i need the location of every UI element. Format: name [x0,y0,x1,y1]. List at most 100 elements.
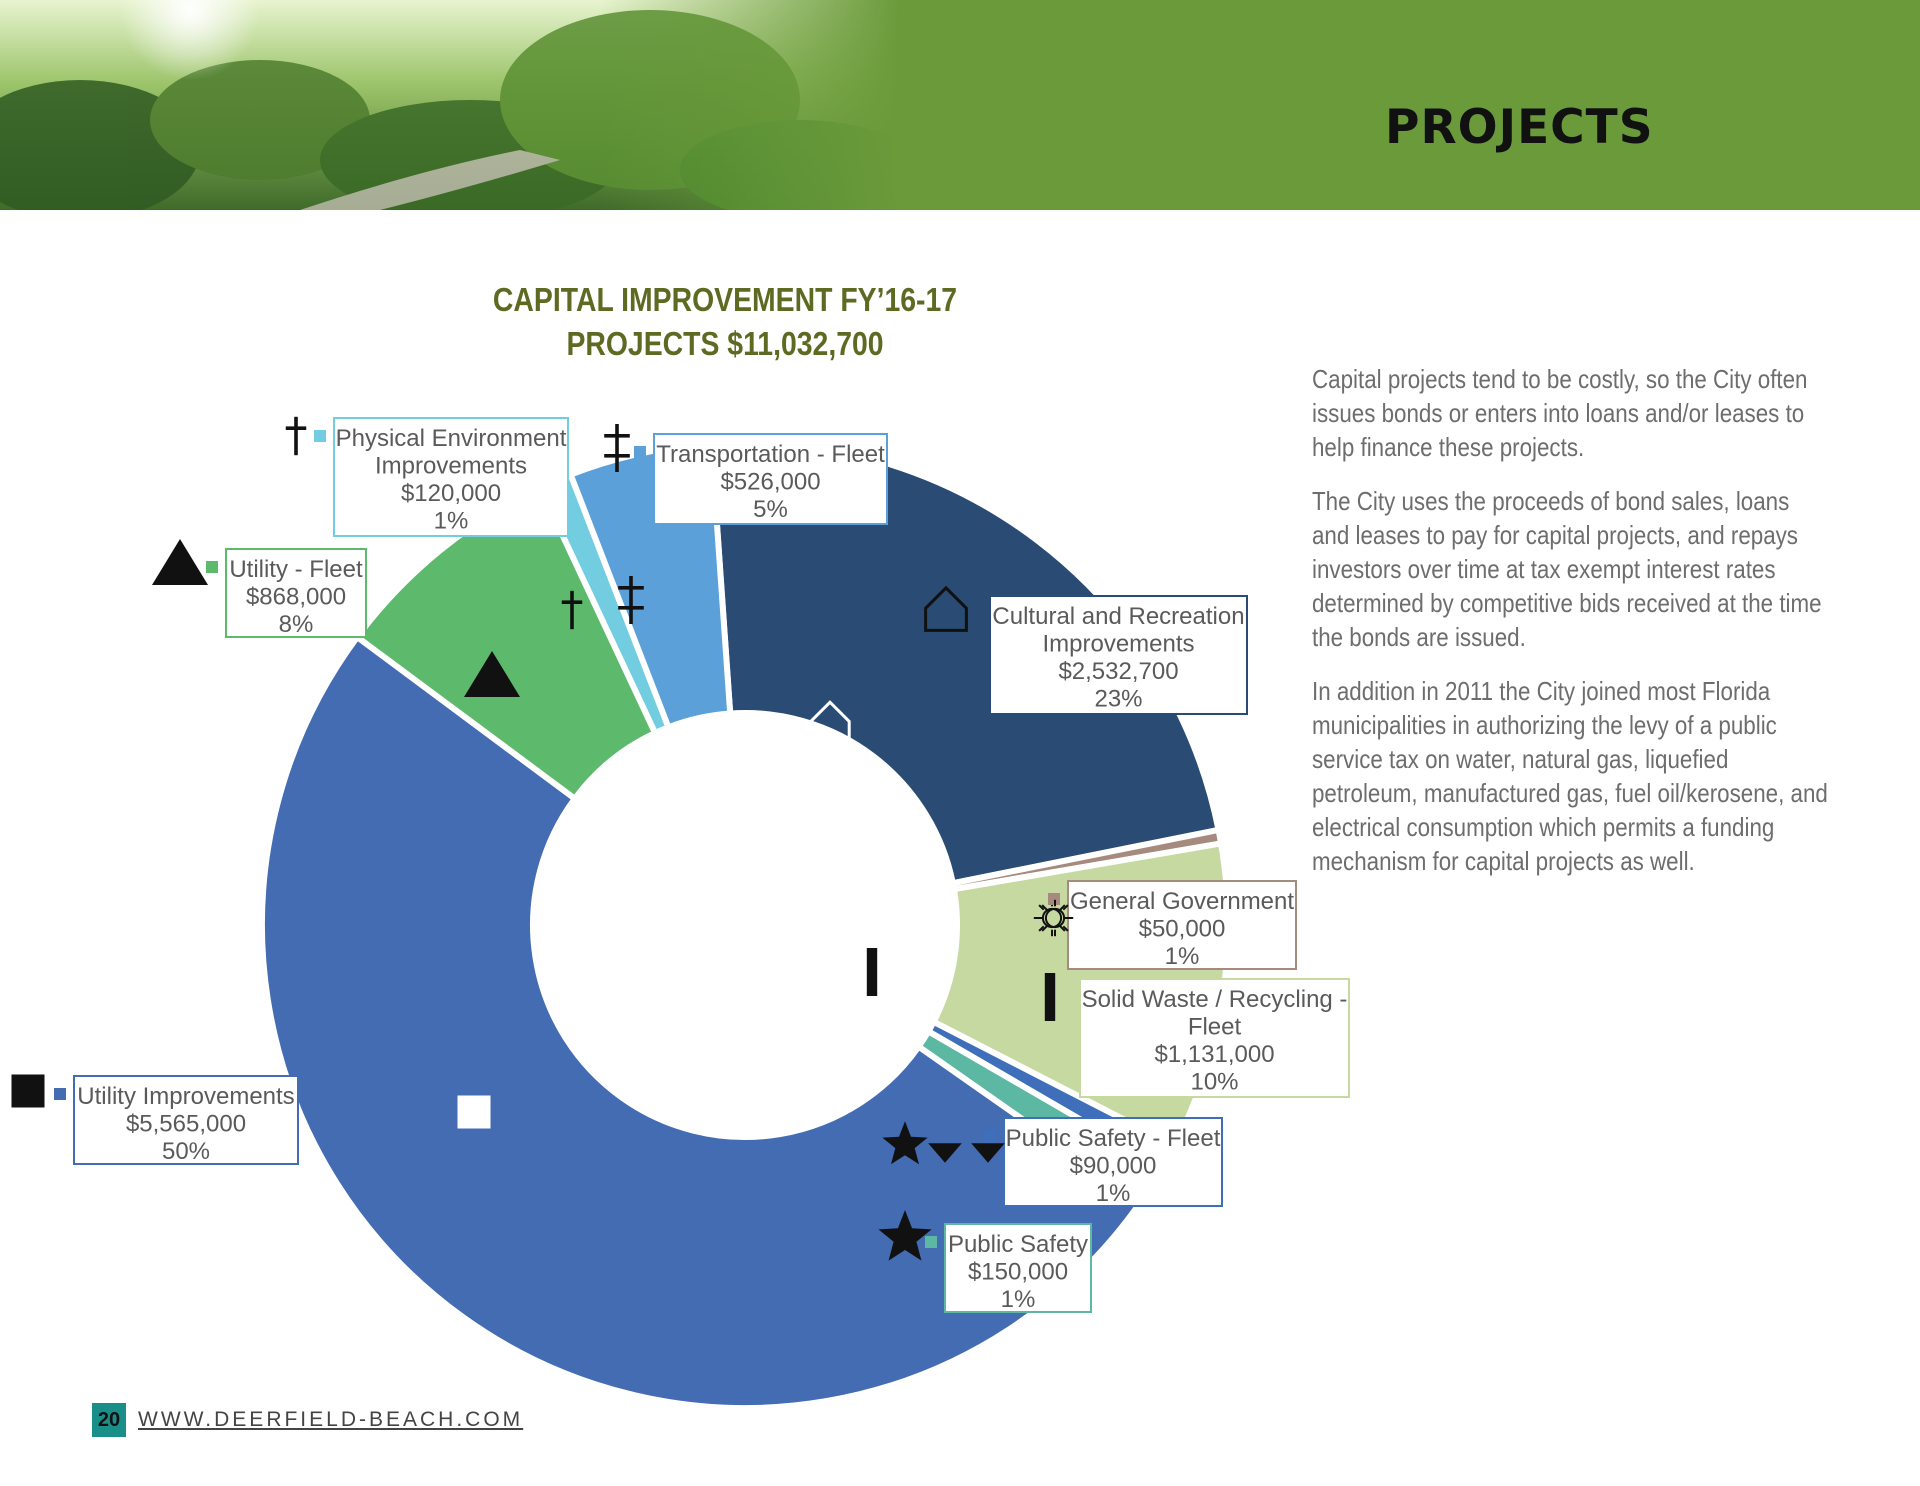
dagger-stem [294,416,298,456]
chart-title: CAPITAL IMPROVEMENT FY’16-17 PROJECTS $1… [102,278,1349,366]
sun-ray [1038,904,1045,911]
callout-percent: 50% [162,1138,210,1165]
legend-swatch [54,1088,66,1100]
bar-marker-icon [1044,973,1056,1021]
double-dagger-stem [615,424,619,472]
slice-cultural-and-recreation-improvements [708,439,1223,887]
website-link[interactable]: WWW.DEERFIELD-BEACH.COM [138,1408,524,1431]
callout-value: $150,000 [968,1259,1068,1286]
legend-swatch [1048,893,1060,905]
down-triangle-marker-icon [971,1143,1005,1163]
banner-sunlight [120,0,260,80]
callout-box [1003,1117,1223,1207]
callout-value: $2,532,700 [1058,658,1178,685]
dagger-marker-icon [561,590,583,630]
sun-ray [1059,925,1066,932]
callout-value: $1,131,000 [1154,1041,1274,1068]
bar-marker-icon [866,948,878,996]
callout-percent: 1% [1165,943,1200,970]
body-paragraph-2: The City uses the proceeds of bond sales… [1312,486,1822,652]
callout-box [944,1223,1092,1313]
callout-label: Solid Waste / Recycling - [1082,986,1348,1013]
double-dagger-cross-bottom [604,454,630,458]
legend-swatch [925,1236,937,1248]
footer: 20 WWW.DEERFIELD-BEACH.COM [92,1403,523,1437]
page-number: 20 [92,1403,126,1437]
legend-swatch [1060,991,1072,1003]
callout-box [1067,880,1297,970]
sun-ray [1041,925,1048,932]
down-triangle-shape [928,1143,962,1163]
callout-percent: 1% [1096,1180,1131,1207]
triangle-shape [464,651,520,697]
callout-percent: 5% [753,496,788,523]
dagger-marker-icon [285,416,307,456]
dagger-cross [285,426,307,430]
callout-label: Physical Environment [336,425,567,452]
triangle-marker-icon [464,651,520,697]
double-dagger-marker-icon [604,424,630,472]
sun-core [1044,907,1066,929]
square-marker-icon [457,1095,491,1129]
triangle-marker-icon [152,539,208,585]
sun-ray [1059,904,1066,911]
callout-value: $90,000 [1070,1153,1157,1180]
dagger-stem [570,590,574,630]
callout-label: General Government [1070,888,1294,915]
bar-shape [1044,973,1056,1021]
chart-title-line-1: CAPITAL IMPROVEMENT FY’16-17 [492,281,958,318]
callout-percent: 10% [1190,1069,1238,1096]
star-marker-icon [882,1121,928,1165]
banner-green-panel [900,0,1920,210]
callout-box [989,595,1248,715]
sun-ray [1062,904,1069,911]
dagger-cross [561,600,583,604]
header-title: PROJECTS [1385,100,1654,155]
legend-swatch [970,608,982,620]
callout-box [653,433,888,525]
callout-value: $50,000 [1139,916,1226,943]
callout-box [73,1075,299,1165]
banner-fade [600,0,900,210]
chart-title-line-2: PROJECTS $11,032,700 [566,325,884,362]
double-dagger-cross-top [604,434,630,438]
double-dagger-cross-bottom [618,606,644,610]
sun-ray [1038,925,1045,932]
house-marker-icon [924,585,968,632]
triangle-shape [152,539,208,585]
callout-value: $526,000 [720,469,820,496]
callout-cultural-and-recreation-improvements: Cultural and RecreationImprovements$2,53… [924,585,1248,715]
callout-label: Public Safety - Fleet [1006,1125,1221,1152]
callout-percent: 23% [1094,686,1142,713]
body-text: Capital projects tend to be costly, so t… [1312,362,1832,898]
house-marker-icon [809,700,851,744]
callout-physical-environment-improvements: Physical EnvironmentImprovements$120,000… [285,416,569,537]
sun-ray [1041,904,1048,911]
callout-label: Fleet [1188,1014,1242,1041]
star-shape [882,1121,928,1165]
callout-label: Utility Improvements [77,1083,294,1110]
down-triangle-shape [971,1143,1005,1163]
callout-label: Improvements [1042,631,1194,658]
callout-percent: 1% [1001,1286,1036,1313]
callout-label: Utility - Fleet [229,556,363,583]
callout-percent: 8% [279,611,314,638]
double-dagger-cross-top [618,586,644,590]
double-dagger-marker-icon [618,576,644,624]
legend-swatch [634,446,646,458]
body-paragraph-1: Capital projects tend to be costly, so t… [1312,364,1808,462]
callout-label: Transportation - Fleet [656,441,885,468]
bar-shape [866,948,878,996]
square-shape [457,1095,491,1129]
callout-value: $868,000 [246,584,346,611]
callout-box [333,417,569,537]
legend-swatch [206,561,218,573]
legend-swatch [984,1130,996,1142]
body-paragraph-3: In addition in 2011 the City joined most… [1312,676,1828,876]
